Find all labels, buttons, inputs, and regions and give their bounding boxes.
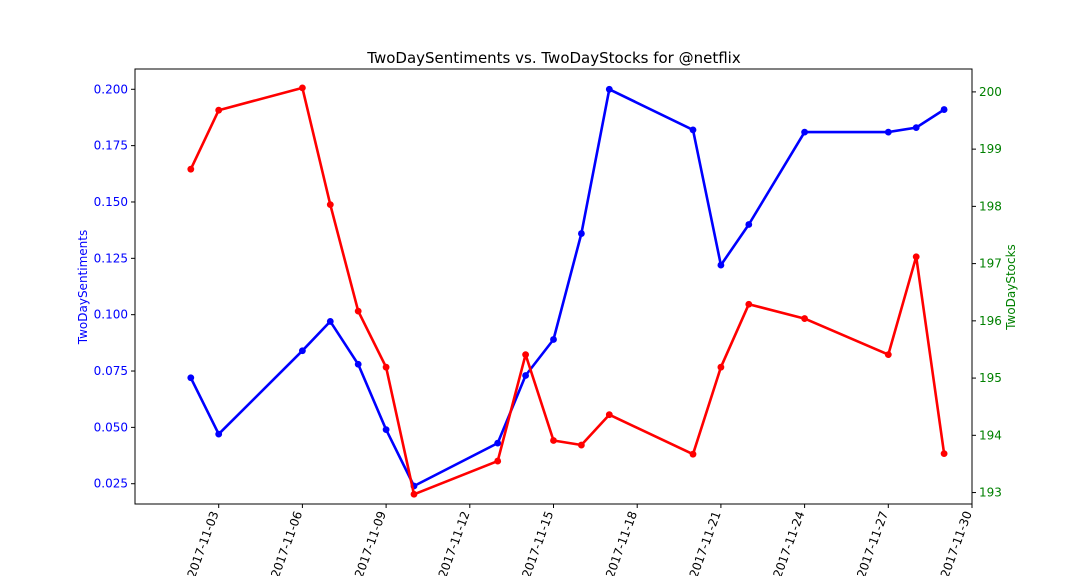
data-point-right	[550, 437, 557, 444]
data-point-right	[299, 84, 306, 92]
data-point-left	[801, 128, 808, 136]
right-axis-label: TwoDayStocks	[1004, 244, 1018, 331]
data-point-left	[605, 85, 613, 93]
right-tick-label: 196	[979, 314, 1002, 328]
left-tick-label: 0.125	[94, 251, 128, 265]
data-point-right	[326, 201, 334, 209]
left-tick-label: 0.050	[94, 420, 128, 434]
left-tick-label: 0.100	[94, 308, 128, 322]
data-point-left	[717, 261, 725, 269]
data-point-right	[578, 441, 585, 449]
data-point-right	[522, 351, 529, 359]
data-point-left	[494, 439, 502, 447]
data-point-right	[940, 450, 948, 458]
data-point-left	[326, 318, 334, 325]
left-tick-label: 0.175	[94, 139, 128, 153]
left-tick-label: 0.075	[94, 364, 128, 378]
data-point-right	[884, 351, 892, 359]
data-point-right	[354, 307, 362, 315]
right-tick-label: 200	[979, 85, 1002, 99]
data-point-right	[745, 300, 753, 308]
data-point-left	[187, 374, 195, 382]
data-point-left	[940, 106, 948, 113]
data-point-left	[550, 336, 557, 343]
right-tick-label: 198	[979, 199, 1002, 213]
right-tick-label: 199	[979, 142, 1002, 156]
data-point-right	[689, 450, 697, 458]
left-tick-label: 0.025	[94, 477, 128, 491]
right-tick-label: 195	[979, 371, 1002, 385]
data-point-left	[382, 426, 390, 434]
data-point-right	[801, 315, 808, 322]
data-point-right	[187, 165, 195, 173]
data-point-right	[912, 253, 920, 261]
data-point-right	[717, 363, 725, 371]
right-tick-label: 197	[979, 257, 1002, 271]
data-point-left	[745, 221, 753, 228]
data-point-right	[382, 363, 390, 371]
data-point-right	[494, 457, 502, 465]
data-point-left	[578, 230, 585, 237]
right-tick-label: 194	[979, 428, 1002, 442]
data-point-left	[522, 372, 529, 379]
data-point-left	[354, 360, 362, 368]
data-point-right	[410, 490, 418, 498]
series-layer	[187, 84, 948, 498]
left-axis: 0.025 0.050 0.075 0.100 0.125 0.150 0.175 0.200	[94, 82, 135, 491]
left-tick-label: 0.200	[94, 82, 128, 96]
left-axis-label: TwoDaySentiments	[76, 230, 90, 345]
data-point-left	[912, 124, 920, 132]
data-point-right	[215, 106, 223, 114]
data-point-left	[215, 430, 223, 438]
data-point-left	[299, 347, 306, 355]
data-point-left	[884, 128, 892, 136]
chart-title: TwoDaySentiments vs. TwoDayStocks for @n…	[366, 49, 741, 67]
left-tick-label: 0.150	[94, 195, 128, 209]
data-point-left	[689, 126, 697, 134]
plot-frame	[134, 68, 973, 505]
data-point-right	[605, 411, 613, 419]
right-axis: 193 194 195 196 197 198 199 200	[972, 85, 1002, 500]
right-tick-label: 193	[979, 486, 1002, 500]
